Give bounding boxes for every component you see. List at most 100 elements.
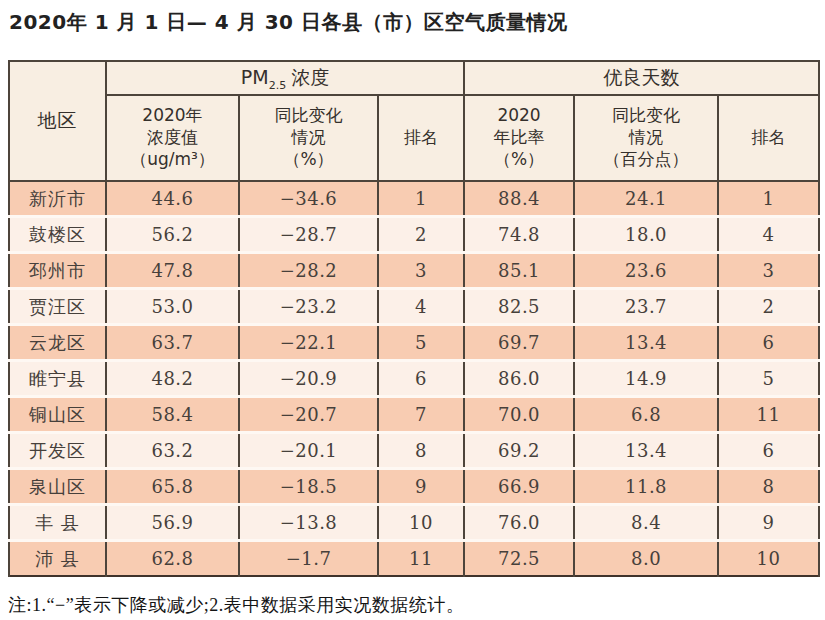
pm-change-cell: −20.7 [239,397,378,433]
good-rate-cell: 72.5 [464,541,574,577]
good-rank-cell: 2 [718,289,819,325]
pm-change-cell: −28.7 [239,217,378,253]
pm-rank-cell: 5 [378,325,464,361]
table-row: 铜山区 58.4 −20.7 7 70.0 6.8 11 [9,397,819,433]
region-cell: 铜山区 [9,397,106,433]
group-header-good-days: 优良天数 [464,61,819,95]
column-header-pm-value: 2020年 浓度值 （ug/m³） [106,95,239,181]
table-row: 邳州市 47.8 −28.2 3 85.1 23.6 3 [9,253,819,289]
group-header-pm25: PM2.5 浓度 [106,61,464,95]
good-rate-cell: 70.0 [464,397,574,433]
table-row: 贾汪区 53.0 −23.2 4 82.5 23.7 2 [9,289,819,325]
pm-value-cell: 53.0 [106,289,239,325]
region-cell: 开发区 [9,433,106,469]
table-header: 地区 PM2.5 浓度 优良天数 2020年 浓度值 （ug/m³） 同比变化 情… [9,61,819,181]
good-rate-cell: 69.7 [464,325,574,361]
table-row: 新沂市 44.6 −34.6 1 88.4 24.1 1 [9,181,819,217]
good-change-cell: 8.4 [574,505,718,541]
region-cell: 鼓楼区 [9,217,106,253]
pm-change-cell: −13.8 [239,505,378,541]
good-rate-cell: 66.9 [464,469,574,505]
pm-change-cell: −23.2 [239,289,378,325]
pm-rank-cell: 10 [378,505,464,541]
pm-rank-cell: 4 [378,289,464,325]
table-row: 睢宁县 48.2 −20.9 6 86.0 14.9 5 [9,361,819,397]
good-change-cell: 8.0 [574,541,718,577]
pm-value-cell: 63.2 [106,433,239,469]
good-change-cell: 23.7 [574,289,718,325]
region-cell: 沛 县 [9,541,106,577]
column-header-pm-change: 同比变化 情况 （%） [239,95,378,181]
pm-value-cell: 48.2 [106,361,239,397]
pm-value-cell: 62.8 [106,541,239,577]
good-change-cell: 14.9 [574,361,718,397]
good-rate-cell: 86.0 [464,361,574,397]
pm-rank-cell: 9 [378,469,464,505]
pm-change-cell: −20.9 [239,361,378,397]
table-body: 新沂市 44.6 −34.6 1 88.4 24.1 1 鼓楼区 56.2 −2… [9,181,819,576]
pm-value-cell: 47.8 [106,253,239,289]
pm-rank-cell: 6 [378,361,464,397]
pm-change-cell: −18.5 [239,469,378,505]
table-row: 鼓楼区 56.2 −28.7 2 74.8 18.0 4 [9,217,819,253]
good-rank-cell: 4 [718,217,819,253]
good-rate-cell: 74.8 [464,217,574,253]
good-change-cell: 13.4 [574,433,718,469]
page-title: 2020年 1 月 1 日— 4 月 30 日各县（市）区空气质量情况 [0,0,825,36]
good-rate-cell: 85.1 [464,253,574,289]
region-cell: 泉山区 [9,469,106,505]
good-rank-cell: 5 [718,361,819,397]
group-header-row: 地区 PM2.5浓度 优良天数 [9,61,819,95]
column-header-good-rank: 排名 [718,95,819,181]
good-change-cell: 23.6 [574,253,718,289]
region-cell: 贾汪区 [9,289,106,325]
pm-value-cell: 58.4 [106,397,239,433]
pm25-label-subscript: 2.5 [269,78,287,91]
column-header-region: 地区 [9,61,106,181]
pm-rank-cell: 11 [378,541,464,577]
region-cell: 云龙区 [9,325,106,361]
pm-rank-cell: 1 [378,181,464,217]
good-change-cell: 13.4 [574,325,718,361]
pm-rank-cell: 3 [378,253,464,289]
pm-rank-cell: 7 [378,397,464,433]
column-header-good-rate: 2020 年比率 （%） [464,95,574,181]
good-change-cell: 6.8 [574,397,718,433]
table-row: 开发区 63.2 −20.1 8 69.2 13.4 6 [9,433,819,469]
pm-change-cell: −20.1 [239,433,378,469]
pm-change-cell: −28.2 [239,253,378,289]
good-rank-cell: 3 [718,253,819,289]
pm-rank-cell: 2 [378,217,464,253]
pm-value-cell: 44.6 [106,181,239,217]
pm-value-cell: 56.9 [106,505,239,541]
good-rate-cell: 69.2 [464,433,574,469]
pm25-label-prefix: PM [241,66,269,88]
pm-change-cell: −22.1 [239,325,378,361]
good-rank-cell: 11 [718,397,819,433]
good-rank-cell: 6 [718,325,819,361]
good-change-cell: 11.8 [574,469,718,505]
good-rate-cell: 88.4 [464,181,574,217]
good-rate-cell: 82.5 [464,289,574,325]
pm-change-cell: −34.6 [239,181,378,217]
region-cell: 睢宁县 [9,361,106,397]
table-row: 云龙区 63.7 −22.1 5 69.7 13.4 6 [9,325,819,361]
sub-header-row: 2020年 浓度值 （ug/m³） 同比变化 情况 （%） 排名 2020 年比… [9,95,819,181]
pm-value-cell: 63.7 [106,325,239,361]
good-rank-cell: 9 [718,505,819,541]
good-rank-cell: 8 [718,469,819,505]
good-rank-cell: 6 [718,433,819,469]
good-rank-cell: 1 [718,181,819,217]
region-cell: 丰 县 [9,505,106,541]
table-row: 泉山区 65.8 −18.5 9 66.9 11.8 8 [9,469,819,505]
column-header-pm-rank: 排名 [378,95,464,181]
good-rate-cell: 76.0 [464,505,574,541]
good-rank-cell: 10 [718,541,819,577]
column-header-good-change: 同比变化 情况 （百分点） [574,95,718,181]
air-quality-table: 地区 PM2.5 浓度 优良天数 2020年 浓度值 （ug/m³） 同比变化 情… [8,60,820,577]
table-row: 丰 县 56.9 −13.8 10 76.0 8.4 9 [9,505,819,541]
good-change-cell: 18.0 [574,217,718,253]
pm-value-cell: 56.2 [106,217,239,253]
table-row: 沛 县 62.8 −1.7 11 72.5 8.0 10 [9,541,819,577]
pm25-label-suffix: 浓度 [291,66,329,88]
